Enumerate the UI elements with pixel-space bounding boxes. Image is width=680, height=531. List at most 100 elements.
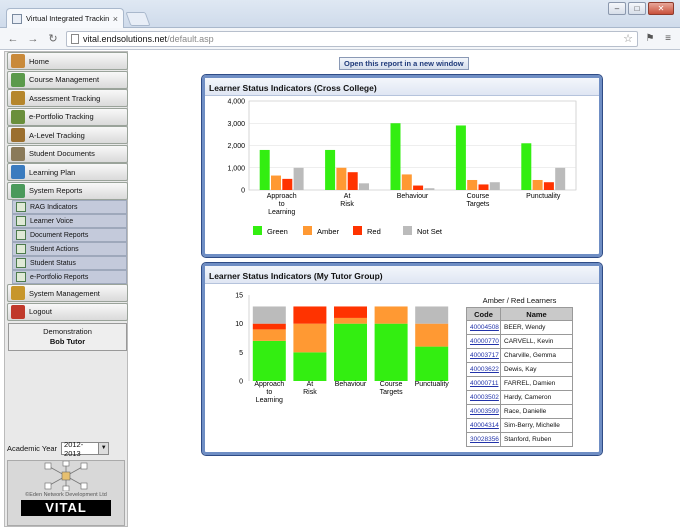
bar-red (334, 306, 367, 318)
browser-tab[interactable]: Virtual Integrated Tracking × (6, 8, 124, 28)
learner-code-link[interactable]: 40000770 (466, 334, 501, 349)
legend-swatch (303, 226, 312, 235)
sidebar-subitem-label: RAG Indicators (30, 203, 78, 211)
bar-amber (252, 329, 286, 341)
legend-swatch (353, 226, 362, 235)
table-row: 30028356 Stanford, Ruben (466, 432, 573, 447)
close-tab-icon[interactable]: × (112, 13, 118, 24)
learner-code-link[interactable]: 40004508 (466, 320, 501, 335)
minimize-button[interactable]: – (608, 2, 626, 15)
documents-icon (11, 146, 25, 161)
page-icon (71, 33, 79, 44)
user-org: Demonstration (43, 326, 92, 336)
academic-year-label: Academic Year (7, 444, 58, 453)
sidebar-subitem-e-portfolio-reports[interactable]: e-Portfolio Reports (12, 270, 127, 284)
x-tick-label: At Risk (303, 381, 317, 396)
y-tick-label: 5 (239, 350, 243, 357)
bar-not-set (293, 167, 304, 190)
sidebar-item-learning-plan[interactable]: Learning Plan (7, 163, 128, 181)
sidebar-item-home[interactable]: Home (7, 52, 128, 70)
new-tab-button[interactable] (125, 12, 151, 26)
bar-green (455, 125, 466, 190)
sidebar-item-label: A-Level Tracking (29, 130, 85, 140)
y-tick-label: 3,000 (227, 121, 245, 128)
sidebar-subitem-student-actions[interactable]: Student Actions (12, 242, 127, 256)
sidebar-item-assessment-tracking[interactable]: Assessment Tracking (7, 89, 128, 107)
learner-code-link[interactable]: 40003622 (466, 362, 501, 377)
sidebar-subitem-learner-voice[interactable]: Learner Voice (12, 214, 127, 228)
dropdown-arrow-icon[interactable]: ▼ (98, 443, 109, 454)
logo-caption: ©Eden Network Development Ltd (25, 492, 107, 498)
report-icon (16, 272, 26, 282)
learner-code-link[interactable]: 30028356 (466, 432, 501, 447)
maximize-button[interactable]: □ (628, 2, 646, 15)
back-arrow-icon[interactable]: ← (7, 32, 19, 45)
sidebar-item-a-level-tracking[interactable]: A-Level Tracking (7, 126, 128, 144)
learner-code-link[interactable]: 40000711 (466, 376, 501, 391)
bar-green (390, 123, 401, 190)
name-column-header: Name (500, 307, 573, 321)
user-info-box: Demonstration Bob Tutor (8, 322, 127, 351)
sidebar-item-label: Student Documents (29, 149, 95, 158)
y-tick-label: 4,000 (227, 99, 245, 106)
sidebar-subitem-student-status[interactable]: Student Status (12, 256, 127, 270)
cross-college-title: Learner Status Indicators (Cross College… (205, 78, 599, 96)
bar-amber (415, 323, 449, 347)
sidebar-subitem-rag-indicators[interactable]: RAG Indicators (12, 200, 127, 214)
sidebar-item-e-portfolio-tracking[interactable]: e-Portfolio Tracking (7, 107, 128, 126)
home-icon (11, 54, 25, 68)
forward-arrow-icon[interactable]: → (27, 32, 39, 45)
learner-code-link[interactable]: 40003717 (466, 348, 501, 363)
extension-flag-icon[interactable]: ⚑ (645, 32, 655, 44)
learner-code-link[interactable]: 40004314 (466, 418, 501, 433)
sidebar-subitem-label: Learner Voice (30, 217, 74, 225)
learner-code-link[interactable]: 40003502 (466, 390, 501, 405)
x-tick-label: Approach to Learning (254, 381, 284, 404)
reload-icon[interactable]: ↻ (48, 33, 58, 45)
url-path: /default.asp (167, 33, 214, 44)
bar-green (374, 323, 408, 381)
sidebar-subitem-document-reports[interactable]: Document Reports (12, 228, 127, 242)
academic-year-select[interactable]: 2012-2013 ▼ (61, 440, 110, 458)
bar-green (259, 149, 270, 190)
bar-amber (532, 179, 543, 190)
legend-swatch (403, 226, 412, 235)
learner-name: Dewis, Kay (500, 362, 573, 377)
amber-red-learners: Amber / Red Learners Code Name 40004508 B… (466, 296, 573, 447)
learner-code-link[interactable]: 40003599 (466, 404, 501, 419)
learners-header-row: Code Name (466, 307, 573, 321)
learner-name: FARREL, Damien (500, 376, 573, 391)
learners-caption: Amber / Red Learners (482, 296, 557, 305)
table-row: 40004314 Sim-Berry, Michelle (466, 418, 573, 433)
bar-red (413, 185, 424, 190)
sidebar-item-course-management[interactable]: Course Management (7, 70, 128, 89)
bar-green (521, 143, 532, 190)
page-favicon-icon (12, 13, 22, 24)
x-tick-label: Behaviour (335, 381, 367, 388)
code-column-header: Code (466, 307, 501, 321)
legend-swatch (253, 226, 262, 235)
report-icon (16, 230, 26, 240)
sidebar-item-logout[interactable]: Logout (7, 302, 128, 321)
sidebar-item-system-management[interactable]: System Management (7, 284, 128, 302)
sidebar-item-label: e-Portfolio Tracking (29, 112, 94, 121)
sidebar-item-student-documents[interactable]: Student Documents (7, 144, 128, 163)
address-bar[interactable]: vital.endsolutions.net /default.asp ☆ (66, 30, 638, 47)
learner-name: Race, Danielle (500, 404, 573, 419)
legend-label: Red (367, 227, 381, 236)
open-in-new-window-button[interactable]: Open this report in a new window (339, 57, 469, 70)
bookmark-star-icon[interactable]: ☆ (623, 33, 633, 45)
system-management-icon (11, 286, 25, 300)
sidebar-item-system-reports[interactable]: System Reports (7, 181, 128, 200)
bar-red (347, 172, 358, 190)
table-row: 40003502 Hardy, Cameron (466, 390, 573, 405)
portfolio-icon (11, 109, 25, 124)
y-tick-label: 2,000 (227, 143, 245, 150)
close-window-button[interactable]: ✕ (648, 2, 674, 15)
alevel-icon (11, 128, 25, 142)
menu-icon[interactable]: ≡ (665, 32, 671, 44)
reports-icon (11, 183, 25, 198)
sidebar-subitem-label: e-Portfolio Reports (30, 273, 89, 281)
learning-plan-icon (11, 165, 25, 179)
bar-green (415, 346, 449, 381)
